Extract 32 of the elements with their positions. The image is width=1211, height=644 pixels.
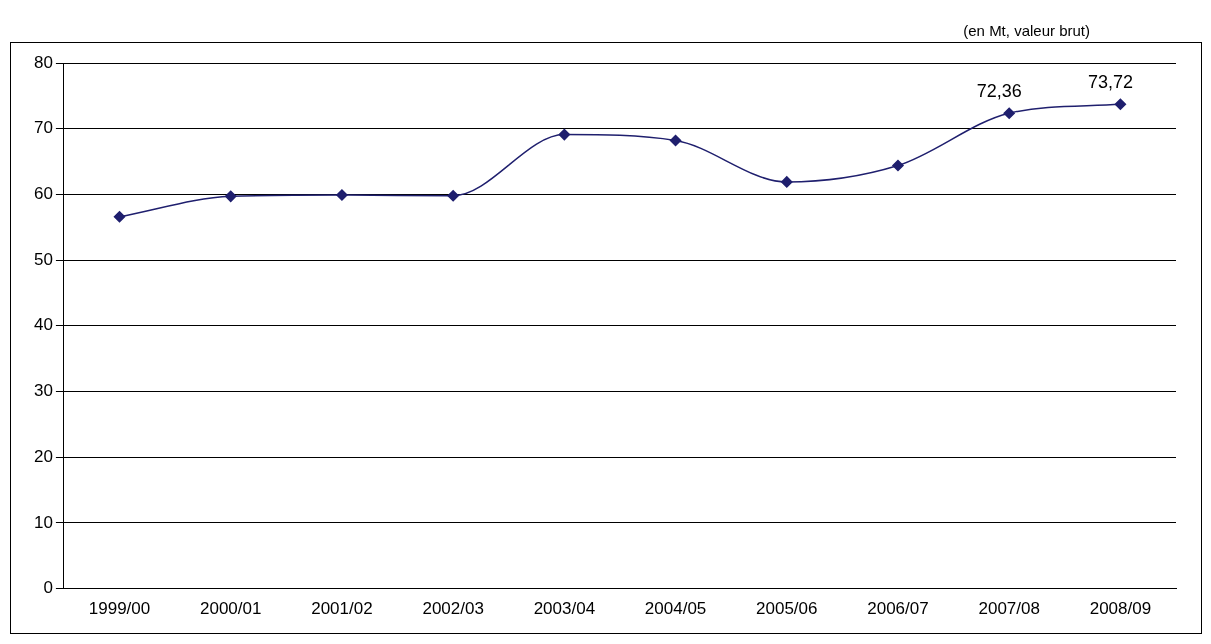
x-tick-label: 2005/06	[756, 599, 818, 619]
point	[336, 189, 348, 201]
data-label: 72,36	[976, 81, 1022, 102]
x-tick-label: 2000/01	[200, 599, 262, 619]
y-tick-label: 80	[33, 52, 53, 72]
point	[558, 128, 571, 141]
point	[447, 189, 459, 202]
y-tick-label: 60	[33, 184, 53, 204]
data-label: 73,72	[1087, 72, 1133, 93]
point	[669, 134, 682, 147]
x-tick-label: 2003/04	[533, 599, 596, 619]
x-tick-label: 2001/02	[311, 599, 373, 619]
point	[1114, 98, 1127, 111]
y-tick-label: 20	[33, 446, 53, 466]
y-tick-label: 40	[33, 315, 53, 335]
text: (en Mt, valeur brut)	[962, 22, 1090, 39]
y-tick-label: 70	[33, 118, 53, 138]
y-tick-label: 10	[33, 512, 53, 532]
y-tick-label: 50	[33, 249, 53, 269]
point	[224, 190, 237, 203]
x-tick-label: 1999/00	[88, 599, 151, 619]
point	[113, 210, 126, 223]
point	[781, 176, 793, 188]
x-tick-label: 2004/05	[644, 599, 707, 619]
y-tick-label: 0	[43, 578, 53, 598]
x-tick-label: 2008/09	[1089, 599, 1152, 619]
point	[1003, 107, 1015, 119]
x-tick-label: 2006/07	[867, 599, 929, 619]
x-tick-label: 2007/08	[978, 599, 1040, 619]
point	[892, 159, 904, 172]
x-tick-label: 2002/03	[422, 599, 484, 619]
y-tick-label: 30	[33, 381, 53, 401]
